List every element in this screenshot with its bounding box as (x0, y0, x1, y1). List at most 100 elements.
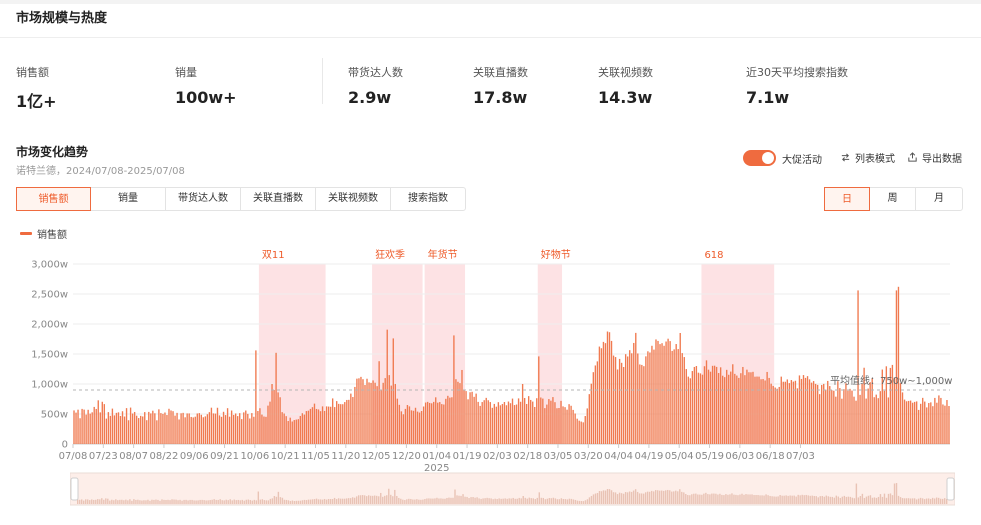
bar[interactable] (249, 418, 251, 445)
bar[interactable] (709, 371, 712, 444)
bar[interactable] (404, 408, 407, 444)
bar[interactable] (212, 413, 215, 444)
bar[interactable] (530, 399, 532, 444)
bar[interactable] (750, 372, 752, 444)
bar[interactable] (845, 383, 847, 444)
bar[interactable] (287, 421, 289, 444)
bar[interactable] (307, 410, 310, 444)
bar[interactable] (255, 350, 257, 444)
list-mode-button[interactable]: 列表模式 (840, 150, 895, 165)
bar[interactable] (752, 371, 754, 444)
bar[interactable] (83, 409, 85, 444)
bar[interactable] (620, 362, 623, 444)
bar[interactable] (188, 413, 190, 444)
bar[interactable] (901, 392, 904, 444)
bar[interactable] (129, 407, 132, 444)
bar[interactable] (239, 413, 241, 444)
bar[interactable] (774, 387, 776, 444)
bar[interactable] (166, 415, 168, 444)
bar[interactable] (329, 406, 332, 444)
bar[interactable] (649, 352, 651, 445)
bar[interactable] (81, 408, 83, 444)
bar[interactable] (570, 405, 572, 444)
bar[interactable] (85, 414, 87, 444)
bar[interactable] (509, 403, 512, 444)
bar[interactable] (667, 338, 669, 444)
bar[interactable] (198, 413, 200, 444)
bar[interactable] (279, 397, 281, 444)
bar[interactable] (738, 377, 740, 444)
bar[interactable] (839, 388, 841, 444)
bar[interactable] (439, 402, 441, 444)
bar[interactable] (362, 379, 364, 444)
bar[interactable] (525, 403, 528, 444)
bar[interactable] (218, 415, 221, 444)
export-data-button[interactable]: 导出数据 (907, 150, 962, 165)
bar[interactable] (784, 381, 786, 444)
bar[interactable] (350, 393, 352, 444)
bar[interactable] (408, 406, 411, 444)
bar[interactable] (327, 406, 330, 444)
bar[interactable] (861, 384, 863, 444)
bar[interactable] (152, 410, 154, 444)
bar[interactable] (291, 421, 293, 445)
bar[interactable] (224, 415, 227, 444)
bar[interactable] (293, 420, 295, 444)
bar[interactable] (582, 422, 584, 444)
bar[interactable] (855, 400, 857, 444)
bar[interactable] (251, 413, 253, 444)
bar[interactable] (833, 390, 835, 444)
bar[interactable] (550, 400, 552, 444)
bar[interactable] (857, 290, 859, 444)
bar[interactable] (631, 353, 633, 444)
bar[interactable] (382, 382, 384, 444)
bar[interactable] (374, 382, 376, 444)
bar[interactable] (501, 404, 504, 444)
bar[interactable] (764, 380, 766, 444)
bar[interactable] (637, 353, 639, 444)
bar[interactable] (687, 376, 689, 444)
bar[interactable] (622, 367, 625, 444)
bar[interactable] (271, 384, 273, 444)
bar[interactable] (406, 405, 409, 444)
bar[interactable] (897, 286, 900, 444)
bar[interactable] (303, 414, 306, 444)
bar[interactable] (871, 378, 873, 444)
bar[interactable] (79, 418, 81, 444)
bar[interactable] (683, 357, 685, 444)
bar[interactable] (754, 376, 756, 444)
bar[interactable] (697, 372, 700, 444)
bar[interactable] (449, 397, 451, 444)
bar[interactable] (576, 418, 578, 444)
bar[interactable] (457, 381, 459, 444)
bar[interactable] (356, 378, 358, 444)
bar[interactable] (119, 415, 122, 444)
bar[interactable] (210, 407, 213, 444)
bar[interactable] (372, 380, 374, 444)
tab-month[interactable]: 月 (934, 193, 944, 204)
bar[interactable] (196, 413, 198, 444)
bar[interactable] (144, 412, 146, 444)
bar[interactable] (657, 340, 659, 444)
bar[interactable] (948, 406, 950, 444)
bar[interactable] (321, 406, 324, 444)
bar[interactable] (305, 411, 308, 444)
bar[interactable] (358, 378, 360, 444)
bar[interactable] (473, 396, 475, 444)
bar[interactable] (232, 414, 235, 444)
bar[interactable] (780, 376, 782, 444)
bar[interactable] (889, 367, 892, 444)
bar[interactable] (758, 376, 760, 444)
bar[interactable] (562, 406, 564, 444)
bar[interactable] (920, 403, 922, 444)
bar[interactable] (875, 394, 877, 444)
bar[interactable] (863, 367, 865, 444)
bar[interactable] (200, 414, 202, 444)
bar[interactable] (368, 382, 370, 444)
bar[interactable] (230, 410, 233, 444)
bar[interactable] (447, 395, 449, 444)
bar[interactable] (786, 379, 789, 444)
bar[interactable] (455, 379, 457, 444)
bar[interactable] (364, 385, 366, 444)
bar[interactable] (113, 415, 116, 444)
